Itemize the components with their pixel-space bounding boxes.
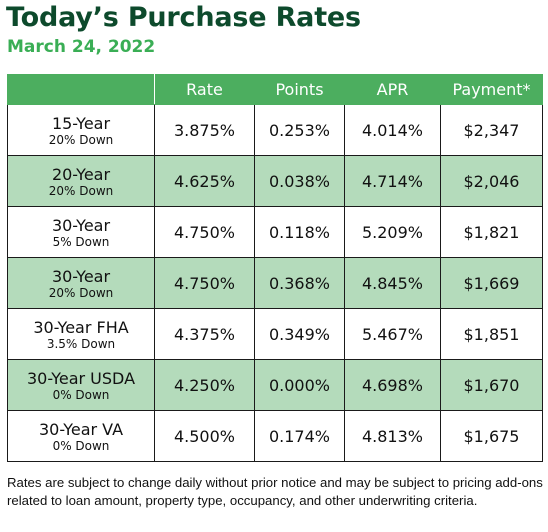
- term-cell: 15-Year 20% Down: [7, 104, 155, 156]
- apr-cell: 4.714%: [344, 155, 441, 207]
- rate-cell: 4.375%: [154, 308, 255, 360]
- apr-cell: 5.467%: [344, 308, 441, 360]
- down-payment: 5% Down: [52, 234, 110, 249]
- term-cell: 30-Year 5% Down: [7, 206, 155, 258]
- term-cell: 30-Year USDA 0% Down: [7, 359, 155, 411]
- header-payment: Payment*: [440, 74, 543, 105]
- loan-term: 20-Year: [51, 164, 111, 184]
- header-rate: Rate: [154, 74, 255, 105]
- apr-cell: 4.698%: [344, 359, 441, 411]
- apr-cell: 4.845%: [344, 257, 441, 309]
- points-cell: 0.000%: [254, 359, 345, 411]
- apr-cell: 5.209%: [344, 206, 441, 258]
- table-header-row: Rate Points APR Payment*: [7, 74, 543, 105]
- down-payment: 0% Down: [52, 438, 110, 453]
- down-payment: 20% Down: [48, 183, 114, 198]
- points-cell: 0.368%: [254, 257, 345, 309]
- header-points: Points: [254, 74, 345, 105]
- payment-cell: $1,669: [440, 257, 543, 309]
- payment-cell: $2,347: [440, 104, 543, 156]
- header-apr: APR: [344, 74, 441, 105]
- payment-cell: $1,851: [440, 308, 543, 360]
- down-payment: 20% Down: [48, 285, 114, 300]
- points-cell: 0.038%: [254, 155, 345, 207]
- page-title: Today’s Purchase Rates: [6, 2, 361, 33]
- points-cell: 0.174%: [254, 410, 345, 462]
- rate-cell: 3.875%: [154, 104, 255, 156]
- rate-cell: 4.750%: [154, 206, 255, 258]
- loan-term: 30-Year FHA: [33, 317, 129, 337]
- payment-cell: $2,046: [440, 155, 543, 207]
- table-row: 15-Year 20% Down 3.875% 0.253% 4.014% $2…: [7, 104, 543, 156]
- rate-cell: 4.500%: [154, 410, 255, 462]
- table-row: 30-Year VA 0% Down 4.500% 0.174% 4.813% …: [7, 410, 543, 462]
- header-term: [7, 74, 155, 105]
- loan-term: 15-Year: [51, 113, 111, 133]
- apr-cell: 4.014%: [344, 104, 441, 156]
- loan-term: 30-Year: [51, 266, 111, 286]
- down-payment: 20% Down: [48, 132, 114, 147]
- table-row: 30-Year 20% Down 4.750% 0.368% 4.845% $1…: [7, 257, 543, 309]
- term-cell: 30-Year FHA 3.5% Down: [7, 308, 155, 360]
- points-cell: 0.253%: [254, 104, 345, 156]
- down-payment: 3.5% Down: [46, 336, 116, 351]
- points-cell: 0.118%: [254, 206, 345, 258]
- loan-term: 30-Year: [51, 215, 111, 235]
- payment-cell: $1,675: [440, 410, 543, 462]
- table-row: 30-Year USDA 0% Down 4.250% 0.000% 4.698…: [7, 359, 543, 411]
- loan-term: 30-Year USDA: [26, 368, 136, 388]
- table-row: 20-Year 20% Down 4.625% 0.038% 4.714% $2…: [7, 155, 543, 207]
- points-cell: 0.349%: [254, 308, 345, 360]
- term-cell: 20-Year 20% Down: [7, 155, 155, 207]
- payment-cell: $1,670: [440, 359, 543, 411]
- down-payment: 0% Down: [52, 387, 110, 402]
- loan-term: 30-Year VA: [38, 419, 124, 439]
- table-row: 30-Year 5% Down 4.750% 0.118% 5.209% $1,…: [7, 206, 543, 258]
- rate-cell: 4.625%: [154, 155, 255, 207]
- table-row: 30-Year FHA 3.5% Down 4.375% 0.349% 5.46…: [7, 308, 543, 360]
- apr-cell: 4.813%: [344, 410, 441, 462]
- rates-table: Rate Points APR Payment* 15-Year 20% Dow…: [7, 74, 543, 462]
- term-cell: 30-Year 20% Down: [7, 257, 155, 309]
- payment-cell: $1,821: [440, 206, 543, 258]
- disclaimer-text: Rates are subject to change daily withou…: [7, 475, 543, 508]
- rate-cell: 4.250%: [154, 359, 255, 411]
- term-cell: 30-Year VA 0% Down: [7, 410, 155, 462]
- rates-date: March 24, 2022: [7, 37, 156, 57]
- rate-cell: 4.750%: [154, 257, 255, 309]
